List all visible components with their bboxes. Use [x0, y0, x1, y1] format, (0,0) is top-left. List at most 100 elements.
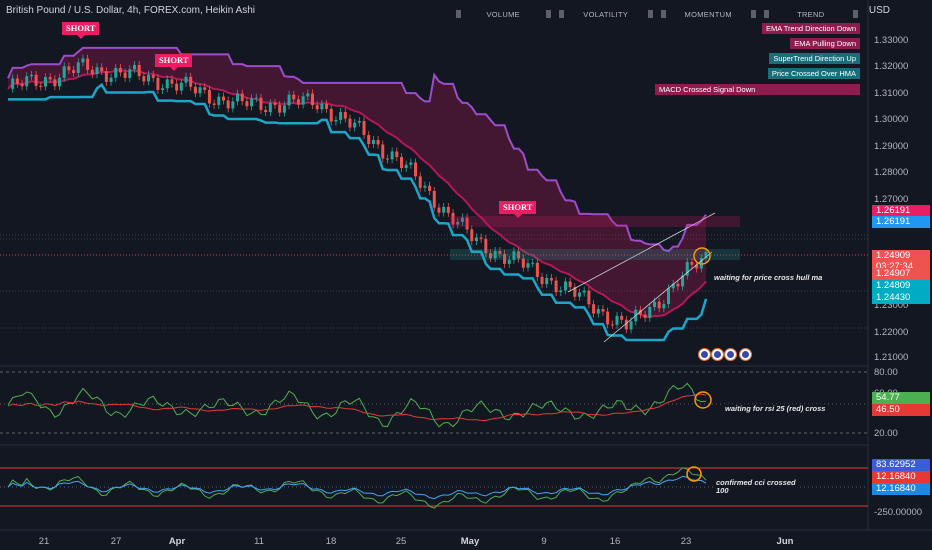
candle-body: [217, 96, 221, 105]
candle-body: [287, 94, 291, 106]
cci-line: [7, 467, 707, 509]
x-tick: Jun: [776, 536, 794, 547]
cci-signal-line: [7, 475, 707, 500]
candle-body: [339, 112, 343, 120]
candle-body: [11, 78, 15, 89]
support-zone: [450, 249, 740, 260]
candle-body: [395, 151, 399, 158]
candle-body: [165, 79, 169, 89]
rsi-tick: 80.00: [874, 367, 898, 378]
currency-label[interactable]: USD: [868, 5, 890, 16]
candle-body: [512, 251, 516, 260]
candle-body: [559, 290, 563, 293]
candle-body: [362, 120, 366, 136]
candle-body: [250, 98, 254, 107]
candle-body: [67, 66, 71, 71]
candle-body: [526, 263, 530, 268]
volume-tab[interactable]: VOLUME: [452, 7, 555, 21]
x-tick: Apr: [168, 536, 186, 547]
trend-tab[interactable]: TREND: [760, 7, 863, 21]
signal-ema-pulling: EMA Pulling Down: [790, 38, 860, 49]
rsi-tag-green: 54.77: [872, 392, 930, 404]
candle-body: [390, 151, 394, 160]
price-tick: 1.31000: [874, 88, 909, 99]
candle-body: [104, 71, 108, 82]
rsi-tick: 20.00: [874, 428, 898, 439]
candle-body: [329, 108, 333, 122]
candle-body: [184, 76, 188, 83]
us-flag-icon[interactable]: [711, 348, 724, 361]
ema-band-fill: [8, 47, 706, 317]
candle-body: [236, 93, 240, 102]
candle-body: [592, 304, 596, 314]
candle-body: [601, 308, 605, 312]
candle-body: [212, 103, 216, 105]
volatility-tab[interactable]: VOLATILITY: [555, 7, 658, 21]
ema-line: [7, 69, 707, 318]
candle-body: [53, 79, 57, 87]
cci-tick: -250.00000: [874, 507, 923, 518]
candle-body: [348, 118, 352, 128]
candle-body: [451, 212, 455, 225]
x-tick: 21: [38, 536, 50, 547]
candle-body: [221, 96, 225, 101]
price-tick: 1.21000: [874, 352, 909, 363]
candle-body: [409, 162, 413, 165]
candle-body: [582, 290, 586, 293]
candle-body: [484, 238, 488, 254]
candle-body: [334, 119, 338, 122]
candle-body: [29, 74, 33, 77]
us-flag-icon[interactable]: [698, 348, 711, 361]
x-tick: May: [460, 536, 480, 547]
candle-body: [189, 76, 193, 87]
x-tick: 25: [395, 536, 407, 547]
candle-body: [95, 67, 99, 75]
us-flag-icon[interactable]: [739, 348, 752, 361]
candle-body: [596, 308, 600, 314]
price-tick: 1.30000: [874, 114, 909, 125]
candle-body: [681, 275, 685, 287]
candle-body: [489, 253, 493, 259]
symbol-title: British Pound / U.S. Dollar, 4h, FOREX.c…: [6, 5, 255, 16]
candle-body: [554, 280, 558, 293]
us-flag-icon[interactable]: [724, 348, 737, 361]
candle-body: [428, 185, 432, 191]
candle-body: [203, 87, 207, 90]
hull-ma-line: [7, 46, 707, 253]
candle-body: [132, 64, 136, 70]
candle-body: [545, 277, 549, 285]
indicator-toolbar: VOLUME VOLATILITY MOMENTUM TREND: [452, 7, 862, 21]
price-tag-blue-low: 1.24430: [872, 292, 930, 304]
candle-body: [128, 69, 132, 78]
candle-body: [15, 78, 19, 84]
candle-body: [325, 103, 329, 109]
candle-body: [624, 319, 628, 330]
candle-body: [273, 103, 277, 105]
candle-body: [620, 315, 624, 320]
candle-body: [376, 139, 380, 145]
candle-body: [353, 122, 357, 128]
candle-body: [72, 70, 76, 73]
candle-body: [465, 217, 469, 230]
candle-body: [418, 176, 422, 188]
x-tick: 11: [254, 536, 264, 547]
candle-body: [400, 157, 404, 169]
rsi-tag-red: 46.50: [872, 404, 930, 416]
candle-body: [48, 77, 52, 80]
price-tag-upper-red: 1.26191: [872, 205, 930, 217]
candle-body: [432, 190, 436, 208]
short-label: SHORT: [62, 22, 100, 39]
candle-body: [198, 87, 202, 94]
x-tick: 23: [680, 536, 692, 547]
candle-body: [147, 74, 151, 82]
candle-body: [657, 301, 661, 309]
price-tag-last: 1.24909: [872, 250, 930, 262]
candle-body: [193, 86, 197, 94]
price-tag-red-low: 1.24907: [872, 268, 930, 280]
candle-body: [226, 100, 230, 109]
price-tick: 1.28000: [874, 167, 909, 178]
candle-body: [43, 77, 47, 87]
momentum-tab[interactable]: MOMENTUM: [657, 7, 760, 21]
candle-body: [610, 324, 614, 326]
